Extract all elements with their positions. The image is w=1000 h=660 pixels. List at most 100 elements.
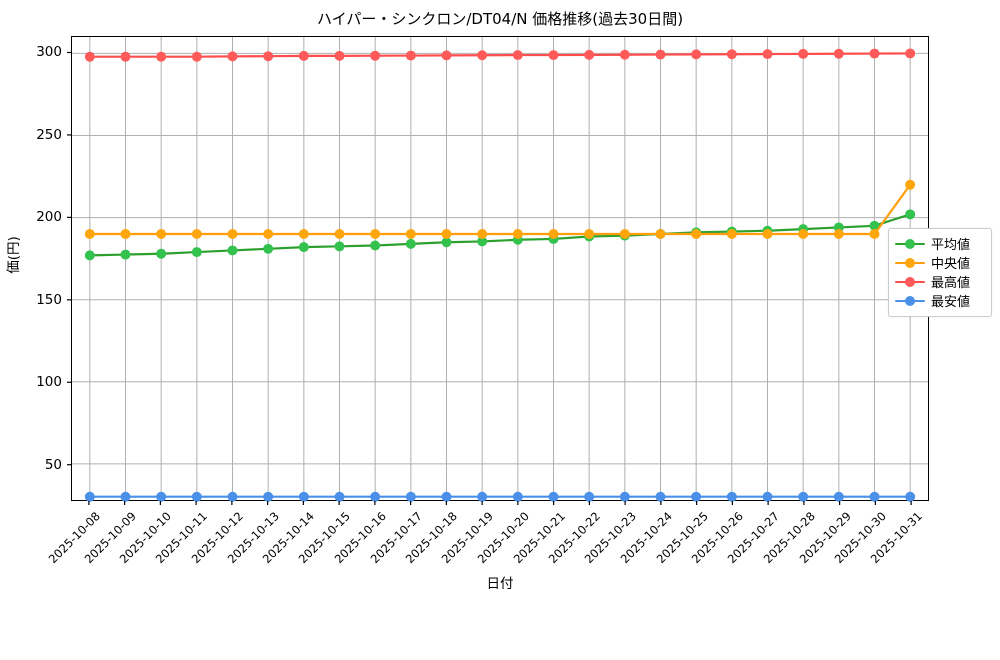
data-point — [156, 491, 167, 502]
data-point — [798, 229, 809, 239]
x-axis-label: 日付 — [486, 576, 514, 592]
data-point — [298, 229, 309, 239]
data-point — [477, 50, 488, 61]
data-point — [441, 50, 452, 61]
data-point — [227, 229, 238, 239]
data-point — [619, 491, 630, 502]
data-point — [227, 51, 238, 62]
data-point — [370, 491, 381, 502]
data-point — [691, 49, 702, 60]
data-point — [370, 50, 381, 61]
y-tick-label: 150 — [36, 291, 62, 308]
data-point — [263, 229, 274, 239]
data-series-layer — [84, 48, 916, 502]
data-point — [441, 229, 452, 239]
data-point — [334, 50, 345, 61]
data-point — [548, 229, 559, 239]
data-point — [762, 49, 773, 60]
data-point — [619, 229, 630, 239]
y-tick-label: 300 — [36, 44, 62, 61]
data-point — [84, 491, 95, 502]
data-point — [512, 491, 523, 502]
data-point — [370, 229, 381, 239]
data-point — [120, 249, 131, 260]
data-point — [477, 236, 488, 247]
data-point — [227, 245, 238, 256]
data-point — [869, 220, 880, 231]
data-point — [370, 240, 381, 251]
data-point — [477, 229, 488, 239]
data-point — [334, 241, 345, 252]
data-point — [905, 209, 916, 220]
data-point — [84, 229, 95, 239]
data-point — [833, 48, 844, 59]
axis-ticks — [67, 51, 912, 505]
series-line-1 — [88, 183, 912, 236]
data-point — [191, 229, 202, 239]
data-point — [84, 250, 95, 261]
data-point — [869, 48, 880, 59]
data-point — [762, 491, 773, 502]
data-point — [441, 237, 452, 248]
legend-item-3[interactable]: 最安値 — [895, 291, 985, 310]
data-point — [298, 491, 309, 502]
y-tick-label: 200 — [36, 209, 62, 226]
data-point — [798, 491, 809, 502]
legend-label: 最高値 — [931, 276, 971, 291]
data-point — [156, 229, 167, 239]
legend-item-0[interactable]: 平均値 — [895, 234, 985, 253]
data-point — [263, 51, 274, 62]
data-point — [726, 49, 737, 60]
data-point — [84, 51, 95, 62]
legend-swatch-icon — [895, 237, 925, 251]
data-point — [191, 491, 202, 502]
legend-label: 中央値 — [931, 257, 971, 272]
data-point — [120, 491, 131, 502]
data-point — [405, 238, 416, 249]
chart-title: ハイパー・シンクロン/DT04/N 価格推移(過去30日間) — [316, 10, 684, 28]
legend-item-1[interactable]: 中央値 — [895, 253, 985, 272]
data-point — [298, 50, 309, 61]
data-point — [548, 491, 559, 502]
data-point — [584, 491, 595, 502]
data-point — [334, 491, 345, 502]
legend-label: 最安値 — [931, 295, 971, 310]
data-point — [298, 242, 309, 253]
data-point — [726, 491, 737, 502]
data-point — [156, 51, 167, 62]
legend-swatch-icon — [895, 256, 925, 270]
data-point — [477, 491, 488, 502]
y-tick-label: 100 — [36, 374, 62, 391]
y-tick-label: 50 — [44, 456, 62, 473]
data-point — [191, 51, 202, 62]
data-point — [263, 243, 274, 254]
legend-swatch-icon — [895, 294, 925, 308]
data-point — [726, 229, 737, 239]
legend-swatch-icon — [895, 275, 925, 289]
data-point — [584, 229, 595, 239]
series-line-0 — [88, 213, 912, 257]
data-point — [584, 49, 595, 60]
data-point — [762, 229, 773, 239]
data-point — [263, 491, 274, 502]
data-point — [833, 229, 844, 239]
x-axis-tick-labels: 2025-10-08 2025-10-09 2025-10-10 2025-10-11… — [0, 505, 1000, 600]
data-point — [405, 491, 416, 502]
data-point — [548, 50, 559, 61]
data-point — [227, 491, 238, 502]
data-point — [691, 229, 702, 239]
chart-figure: ハイパー・シンクロン/DT04/N 価格推移(過去30日間) 価(円) 日付 5… — [0, 10, 1000, 600]
chart-legend: 平均値中央値最高値最安値 — [888, 228, 992, 317]
data-point — [833, 491, 844, 502]
data-point — [334, 229, 345, 239]
series-line-2 — [88, 52, 912, 58]
data-point — [120, 229, 131, 239]
data-point — [655, 491, 666, 502]
data-point — [655, 49, 666, 60]
data-point — [655, 229, 666, 239]
legend-item-2[interactable]: 最高値 — [895, 272, 985, 291]
data-point — [191, 247, 202, 258]
data-point — [798, 48, 809, 59]
data-point — [156, 248, 167, 259]
data-point — [869, 491, 880, 502]
